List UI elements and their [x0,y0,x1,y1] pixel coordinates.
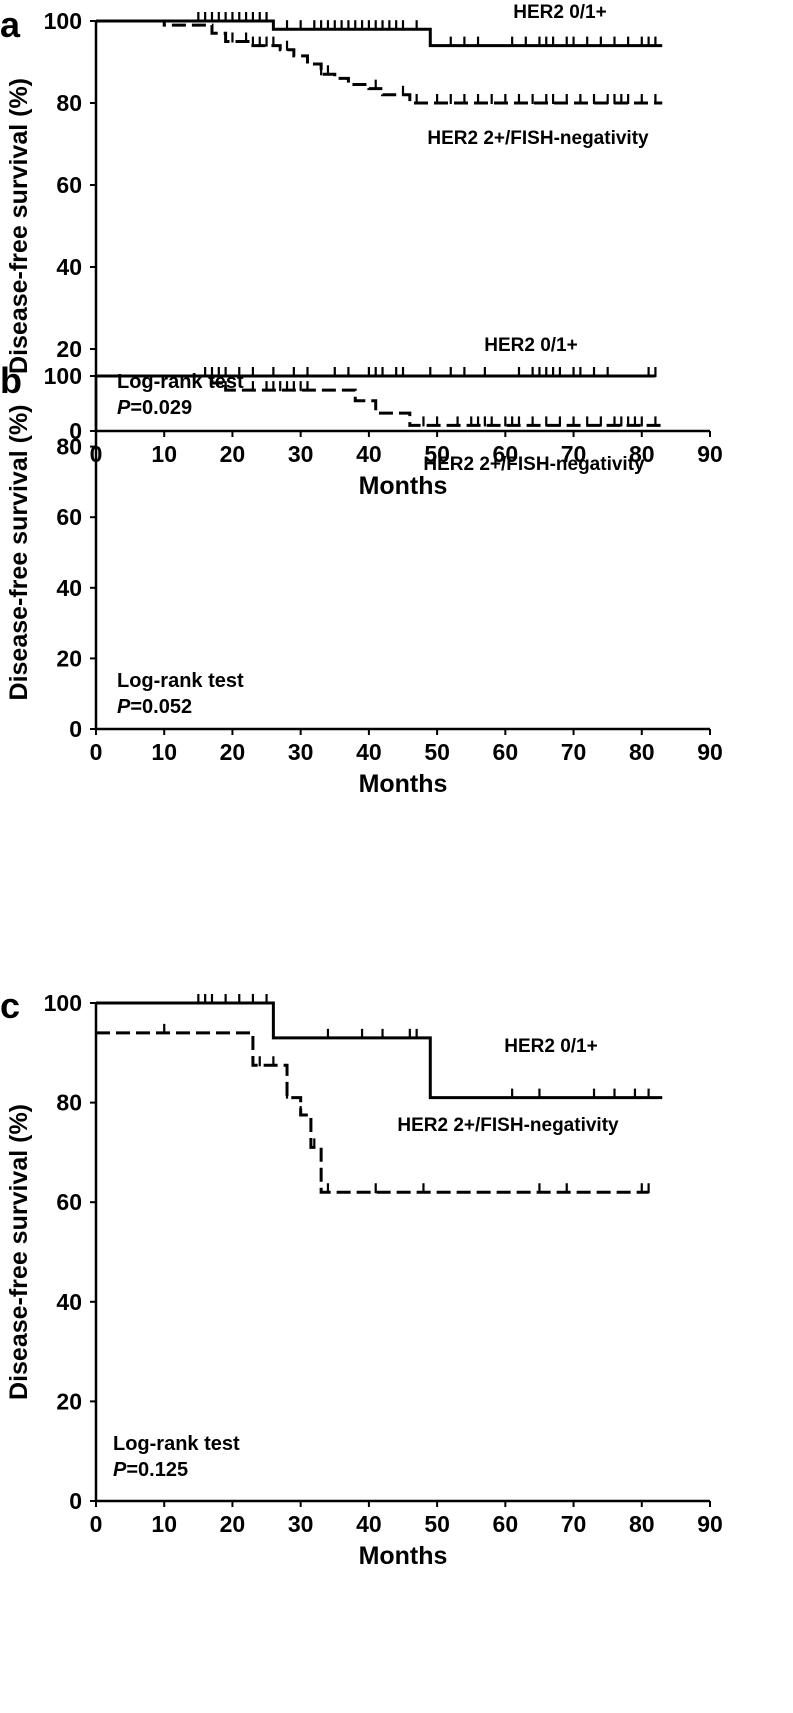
y-tick-label: 60 [56,504,82,530]
x-tick-label: 80 [629,441,655,467]
y-tick-label: 20 [56,336,82,362]
y-tick-label: 0 [69,1488,82,1514]
y-tick-label: 100 [44,363,82,389]
x-tick-label: 30 [288,441,314,467]
panel-letter: a [0,4,21,45]
series-label: HER2 2+/FISH-negativity [427,128,649,149]
y-tick-label: 80 [56,434,82,460]
x-tick-label: 20 [220,1511,246,1537]
series-label: HER2 0/1+ [513,2,606,23]
y-tick-label: 0 [69,716,82,742]
x-axis-label: Months [359,1542,448,1570]
series-label: HER2 0/1+ [484,335,577,356]
p-value-number: =0.029 [130,397,192,419]
p-value-number: =0.125 [126,1459,188,1481]
p-value: P=0.052 [117,696,192,718]
p-symbol: P [117,696,131,718]
x-tick-label: 10 [151,441,177,467]
y-tick-label: 20 [56,645,82,671]
y-tick-label: 60 [56,1189,82,1215]
series-line-her2-0-1 [96,19,663,48]
p-value: P=0.029 [117,397,192,419]
x-tick-label: 70 [561,739,587,765]
y-tick-label: 80 [56,1090,82,1116]
x-tick-label: 40 [356,1511,382,1537]
x-tick-label: 60 [493,441,519,467]
x-tick-label: 0 [90,739,103,765]
y-tick-label: 80 [56,90,82,116]
p-symbol: P [113,1459,127,1481]
y-tick-label: 40 [56,254,82,280]
x-tick-label: 60 [493,1511,519,1537]
p-value-number: =0.052 [130,696,192,718]
log-rank-label: Log-rank test [113,1433,240,1455]
series-line-her2-0-1 [96,1001,663,1100]
series-label: HER2 2+/FISH-negativity [423,454,645,475]
x-tick-label: 20 [220,441,246,467]
y-tick-label: 100 [44,8,82,34]
x-tick-label: 50 [424,441,450,467]
y-tick-label: 60 [56,172,82,198]
p-value: P=0.125 [113,1459,188,1481]
series-label: HER2 2+/FISH-negativity [397,1115,619,1136]
panel-letter: c [0,985,20,1026]
x-tick-label: 30 [288,739,314,765]
log-rank-label: Log-rank test [117,670,244,692]
x-tick-label: 20 [220,739,246,765]
y-tick-label: 100 [44,990,82,1016]
x-axis-label: Months [359,770,448,798]
x-tick-label: 90 [697,739,723,765]
x-tick-label: 80 [629,739,655,765]
y-tick-label: 20 [56,1388,82,1414]
series-label: HER2 0/1+ [504,1036,597,1057]
x-tick-label: 50 [424,739,450,765]
panel-letter: b [0,360,22,401]
x-tick-label: 60 [493,739,519,765]
y-axis-label: Disease-free survival (%) [5,1104,33,1400]
x-tick-label: 50 [424,1511,450,1537]
p-symbol: P [117,397,131,419]
x-tick-label: 70 [561,1511,587,1537]
y-axis-label: Disease-free survival (%) [5,78,33,374]
y-tick-label: 0 [69,418,82,444]
panel-c: c 0 20 40 60 80 100 0 10 20 30 40 50 60 70 80 90 Months Di… [0,985,723,1570]
x-tick-label: 70 [561,441,587,467]
x-tick-label: 30 [288,1511,314,1537]
x-tick-label: 10 [151,1511,177,1537]
x-tick-label: 10 [151,739,177,765]
x-axis-label: Months [359,472,448,500]
series-line-her2-2-fish-neg [96,19,663,105]
x-tick-label: 90 [697,1511,723,1537]
x-tick-label: 80 [629,1511,655,1537]
x-tick-label: 0 [90,1511,103,1537]
y-tick-label: 40 [56,575,82,601]
x-tick-label: 90 [697,441,723,467]
x-tick-label: 40 [356,739,382,765]
x-tick-label: 40 [356,441,382,467]
y-axis-label: Disease-free survival (%) [5,405,33,701]
y-tick-label: 40 [56,1289,82,1315]
